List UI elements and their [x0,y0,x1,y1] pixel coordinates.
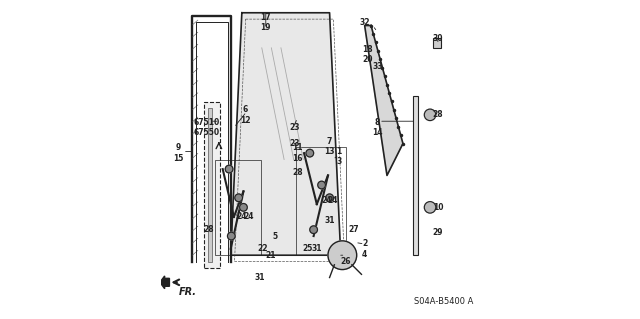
Bar [204,102,220,268]
Bar [215,160,261,255]
Circle shape [424,109,436,121]
Text: 1
3: 1 3 [337,147,342,166]
Text: 30: 30 [433,34,444,43]
FancyArrow shape [160,276,170,289]
Bar [413,96,419,255]
Circle shape [328,241,356,270]
Text: 22: 22 [257,244,268,253]
Circle shape [239,204,247,211]
Text: 31: 31 [254,273,265,282]
Text: 21: 21 [266,251,276,260]
Bar [296,147,346,255]
Circle shape [306,149,314,157]
Text: 25: 25 [302,244,312,253]
Text: 27: 27 [348,225,359,234]
Text: 31: 31 [324,216,335,225]
Text: 29: 29 [433,228,444,237]
Text: 23: 23 [289,123,300,132]
Text: 24: 24 [328,197,338,205]
Text: 31: 31 [312,244,322,253]
Bar [433,38,441,48]
Text: 6
12: 6 12 [240,105,250,124]
Circle shape [326,194,333,202]
Text: 26: 26 [340,257,351,266]
Text: 9
15: 9 15 [173,144,183,163]
Text: 24: 24 [321,197,332,205]
Text: 10: 10 [433,203,444,212]
Circle shape [227,232,235,240]
Text: 28: 28 [292,168,303,177]
Circle shape [235,194,243,202]
Circle shape [225,165,233,173]
Circle shape [310,226,317,234]
Text: 28: 28 [433,110,444,119]
Text: 17
19: 17 19 [260,13,271,32]
Text: S04A-B5400 A: S04A-B5400 A [413,297,473,306]
Text: FR.: FR. [179,287,197,297]
Bar [208,108,212,262]
Circle shape [424,202,436,213]
Text: 11
16: 11 16 [292,144,303,163]
Text: 33: 33 [372,63,383,71]
Polygon shape [365,26,403,175]
Text: 28: 28 [203,225,214,234]
Text: 5: 5 [273,232,278,241]
Text: 23: 23 [289,139,300,148]
Text: 7
13: 7 13 [324,137,335,156]
Text: 67510
67550: 67510 67550 [194,118,220,137]
Text: 2
4: 2 4 [362,239,367,258]
Circle shape [318,181,325,189]
Text: 24: 24 [236,212,246,221]
Text: 18
20: 18 20 [362,45,373,64]
Text: 8
14: 8 14 [372,118,383,137]
Text: 24: 24 [243,212,253,221]
Polygon shape [230,13,340,255]
Text: 32: 32 [360,18,370,27]
